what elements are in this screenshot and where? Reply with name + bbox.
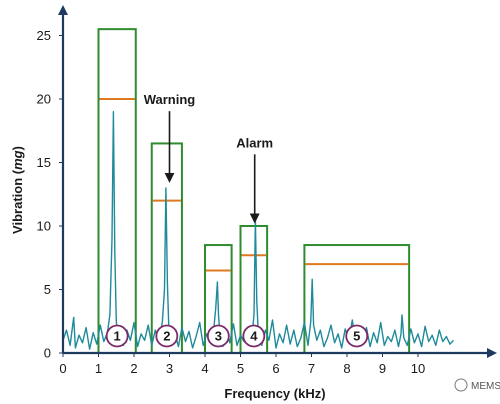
x-tick-label-4: 4: [201, 361, 208, 376]
x-tick-label-3: 3: [166, 361, 173, 376]
x-tick-labels: 0 1 2 3 4 5 6 7 8 9 10: [59, 353, 425, 376]
watermark: MEMS: [454, 378, 500, 392]
band-label-3: 3: [215, 329, 222, 344]
threshold-lines: [99, 98, 409, 272]
x-tick-label-8: 8: [343, 361, 350, 376]
band-label-4: 4: [250, 329, 258, 344]
x-tick-label-10: 10: [411, 361, 425, 376]
y-tick-label-5: 5: [44, 282, 51, 297]
x-axis-title: Frequency (kHz): [224, 386, 325, 401]
y-axis-title-unit: mg: [10, 150, 25, 170]
y-tick-label-25: 25: [37, 28, 51, 43]
y-tick-label-20: 20: [37, 92, 51, 107]
wechat-icon: [454, 378, 468, 392]
x-tick-label-0: 0: [59, 361, 66, 376]
x-tick-label-5: 5: [237, 361, 244, 376]
y-tick-label-15: 15: [37, 155, 51, 170]
band-marker-1: [105, 324, 129, 348]
y-axis-title-suffix: ): [10, 146, 25, 150]
x-tick-label-9: 9: [379, 361, 386, 376]
annotation-warning: Warning: [144, 92, 196, 107]
x-tick-label-7: 7: [308, 361, 315, 376]
band-marker-5: [345, 324, 369, 348]
band-label-2: 2: [163, 329, 170, 344]
watermark-text: MEMS: [471, 381, 500, 392]
x-tick-label-6: 6: [272, 361, 279, 376]
band-marker-3: [206, 324, 230, 348]
band-box-1: [97, 28, 137, 355]
y-axis-title: Vibration (mg): [10, 146, 25, 234]
annotation-alarm: Alarm: [236, 135, 273, 150]
axes: [58, 5, 497, 358]
y-tick-label-0: 0: [44, 346, 51, 361]
y-tick-labels: 0 5 10 15 20 25: [37, 28, 63, 361]
band-marker-4: [242, 324, 266, 348]
x-tick-label-2: 2: [130, 361, 137, 376]
band-marker-2: [155, 324, 179, 348]
band-markers: 1 2 3 4 5: [105, 324, 369, 348]
annotations: Warning Alarm: [144, 92, 273, 224]
y-axis-title-prefix: Vibration (: [10, 169, 25, 234]
x-tick-label-1: 1: [95, 361, 102, 376]
y-tick-label-10: 10: [37, 219, 51, 234]
band-label-1: 1: [114, 329, 121, 344]
band-label-5: 5: [353, 329, 360, 344]
